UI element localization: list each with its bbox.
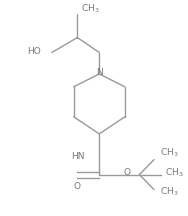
- Text: CH$_3$: CH$_3$: [160, 147, 178, 159]
- Text: CH$_3$: CH$_3$: [165, 166, 184, 179]
- Text: HN: HN: [71, 152, 85, 161]
- Text: O: O: [123, 168, 130, 177]
- Text: N: N: [96, 68, 103, 77]
- Text: O: O: [74, 182, 81, 191]
- Text: CH$_3$: CH$_3$: [81, 2, 100, 15]
- Text: CH$_3$: CH$_3$: [160, 186, 178, 198]
- Text: HO: HO: [27, 47, 41, 56]
